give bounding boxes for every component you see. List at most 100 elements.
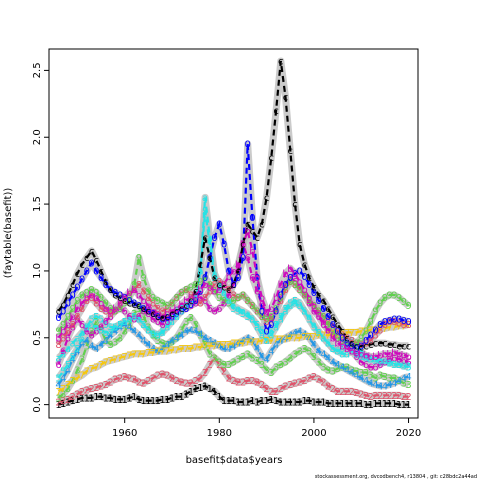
point-label-a: a — [164, 323, 170, 334]
point-label-4: 4 — [287, 331, 293, 342]
point-label-c: c — [169, 309, 175, 320]
series-line-9 — [57, 257, 410, 348]
point-label-a: a — [382, 356, 388, 367]
point-label-2: 2 — [330, 384, 336, 395]
point-label-a: a — [282, 307, 288, 318]
point-label-1: 1 — [254, 398, 260, 409]
point-label-8: 8 — [358, 340, 364, 351]
point-label-7: 7 — [55, 387, 61, 398]
point-label-7: 7 — [202, 341, 208, 352]
point-label-3: 3 — [145, 323, 151, 334]
point-label-0: 0 — [197, 287, 203, 298]
point-label-7: 7 — [316, 331, 322, 342]
point-label-b: b — [211, 287, 217, 298]
point-label-2: 2 — [245, 376, 251, 387]
point-label-3: 3 — [240, 352, 246, 363]
point-label-4: 4 — [178, 331, 184, 342]
point-label-8: 8 — [263, 317, 269, 328]
point-label-3: 3 — [401, 379, 407, 390]
point-label-3: 3 — [216, 357, 222, 368]
point-label-a: a — [93, 323, 99, 334]
point-label-5: 5 — [396, 360, 402, 371]
point-label-9: 9 — [117, 304, 123, 315]
point-label-8: 8 — [197, 299, 203, 310]
series-line-b — [57, 226, 409, 358]
point-label-8: 8 — [159, 307, 165, 318]
point-label-a: a — [353, 349, 359, 360]
point-label-6: 6 — [98, 323, 104, 334]
point-label-a: a — [401, 360, 407, 371]
point-label-0: 0 — [107, 285, 113, 296]
point-label-4: 4 — [207, 336, 213, 347]
point-label-9: 9 — [320, 312, 326, 323]
point-label-a: a — [273, 323, 279, 334]
series-line-c — [57, 60, 409, 349]
point-label-9: 9 — [386, 291, 392, 302]
point-label-4: 4 — [334, 360, 340, 371]
point-label-c: c — [146, 307, 152, 318]
point-label-a: a — [65, 344, 71, 355]
point-label-b: b — [178, 300, 184, 311]
point-label-7: 7 — [178, 344, 184, 355]
point-label-a: a — [221, 288, 227, 299]
point-label-0: 0 — [396, 315, 402, 326]
point-label-3: 3 — [263, 365, 269, 376]
point-label-5: 5 — [391, 360, 397, 371]
point-label-2: 2 — [301, 376, 307, 387]
point-label-0: 0 — [301, 272, 307, 283]
point-label-c: c — [84, 253, 90, 264]
point-label-9: 9 — [164, 301, 170, 312]
series-line-5 — [57, 210, 409, 379]
point-label-7: 7 — [297, 333, 303, 344]
point-label-a: a — [358, 352, 364, 363]
point-label-a: a — [70, 339, 76, 350]
point-label-6: 6 — [159, 320, 165, 331]
y-tick-label: 1.5 — [32, 196, 43, 212]
point-label-9: 9 — [226, 299, 232, 310]
point-label-0: 0 — [259, 307, 265, 318]
point-label-c: c — [273, 106, 279, 117]
point-label-c: c — [98, 266, 104, 277]
point-label-c: c — [344, 333, 350, 344]
point-label-8: 8 — [320, 312, 326, 323]
point-label-a: a — [212, 269, 218, 280]
point-label-9: 9 — [183, 285, 189, 296]
point-label-b: b — [316, 309, 322, 320]
point-label-c: c — [122, 296, 128, 307]
y-tick-label: 2.0 — [32, 129, 43, 145]
point-label-7: 7 — [382, 324, 388, 335]
point-label-c: c — [358, 343, 364, 354]
point-label-3: 3 — [268, 368, 274, 379]
point-label-9: 9 — [140, 273, 146, 284]
point-label-b: b — [126, 288, 132, 299]
point-label-b: b — [358, 349, 364, 360]
point-label-4: 4 — [70, 355, 76, 366]
point-label-b: b — [254, 273, 260, 284]
point-label-1: 1 — [320, 398, 326, 409]
point-label-c: c — [235, 266, 241, 277]
point-label-c: c — [75, 269, 81, 280]
point-label-2: 2 — [183, 379, 189, 390]
point-label-6: 6 — [405, 357, 411, 368]
point-label-3: 3 — [117, 333, 123, 344]
point-label-a: a — [178, 307, 184, 318]
point-label-8: 8 — [334, 327, 340, 338]
point-label-a: a — [301, 307, 307, 318]
point-label-9: 9 — [339, 336, 345, 347]
point-label-4: 4 — [122, 320, 128, 331]
point-label-7: 7 — [216, 340, 222, 351]
point-label-8: 8 — [353, 339, 359, 350]
point-label-7: 7 — [325, 331, 331, 342]
point-label-1: 1 — [136, 395, 142, 406]
point-label-a: a — [292, 299, 298, 310]
point-label-8: 8 — [112, 307, 118, 318]
point-label-0: 0 — [226, 266, 232, 277]
point-label-b: b — [297, 277, 303, 288]
point-label-a: a — [136, 315, 142, 326]
point-label-0: 0 — [249, 213, 255, 224]
point-label-9: 9 — [126, 293, 132, 304]
point-label-6: 6 — [245, 253, 251, 264]
point-label-0: 0 — [405, 317, 411, 328]
point-label-5: 5 — [268, 327, 274, 338]
x-tick-label: 2020 — [396, 428, 421, 439]
